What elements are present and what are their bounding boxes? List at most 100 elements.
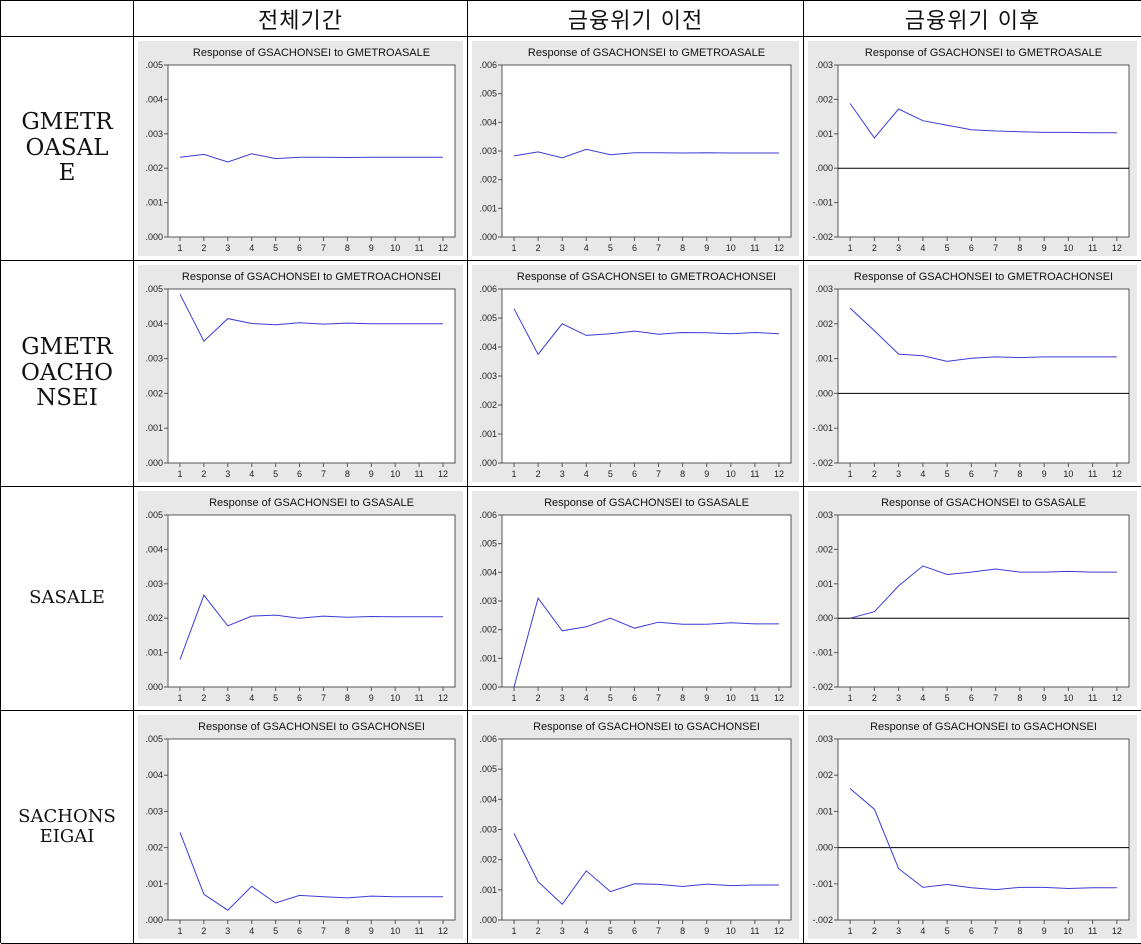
- y-tick-label: .000: [479, 915, 497, 925]
- plot-area: [167, 738, 456, 921]
- x-tick-label: 11: [750, 243, 759, 253]
- y-tick-label: .001: [815, 354, 833, 364]
- column-header-label: 금융위기 이전: [567, 8, 704, 34]
- x-tick-label: 11: [414, 469, 423, 479]
- x-tick-label: 4: [584, 469, 589, 479]
- response-line: [849, 307, 1117, 362]
- x-tick-label: 1: [848, 469, 853, 479]
- header-corner: [1, 1, 134, 37]
- x-tick-label: 1: [848, 693, 853, 703]
- x-tick-label: 10: [1063, 243, 1073, 253]
- x-tick-label: 3: [225, 243, 230, 253]
- x-tick-label: 9: [704, 693, 709, 703]
- response-line: [179, 153, 443, 163]
- x-tick-label: 6: [969, 693, 974, 703]
- y-tick-label: .005: [145, 734, 163, 744]
- row-label-text: SACHONS EIGAI: [18, 805, 116, 847]
- x-tick-label: 2: [872, 243, 877, 253]
- x-tick-label: 8: [345, 693, 350, 703]
- x-tick-label: 3: [560, 243, 565, 253]
- y-tick-label: .003: [815, 734, 833, 744]
- chart-title: Response of GSACHONSEI to GSASALE: [881, 497, 1086, 509]
- y-tick-label: .005: [479, 313, 497, 323]
- chart-title: Response of GSACHONSEI to GSACHONSEI: [870, 721, 1097, 733]
- irf-chart: Response of GSACHONSEI to GMETROACHONSEI…: [472, 265, 799, 482]
- x-tick-label: 3: [560, 469, 565, 479]
- x-tick-label: 4: [920, 693, 925, 703]
- x-tick-label: 9: [369, 469, 374, 479]
- x-tick-label: 1: [512, 693, 517, 703]
- x-tick-label: 6: [297, 243, 302, 253]
- x-tick-label: 6: [969, 243, 974, 253]
- x-tick-label: 6: [297, 469, 302, 479]
- y-tick-label: .004: [479, 342, 497, 352]
- chart-cell: Response of GSACHONSEI to GSASALE .000 .00…: [468, 487, 804, 711]
- y-tick-label: .000: [145, 682, 163, 692]
- x-tick-label: 4: [584, 693, 589, 703]
- column-header-pre-crisis: 금융위기 이전: [468, 1, 804, 37]
- x-tick-label: 7: [656, 693, 661, 703]
- row-label-text: SASALE: [29, 587, 105, 609]
- y-tick-label: .000: [479, 458, 497, 468]
- y-tick-label: -.002: [812, 682, 833, 692]
- x-tick-label: 4: [249, 693, 254, 703]
- x-tick-label: 10: [726, 926, 736, 936]
- x-tick-label: 10: [726, 693, 736, 703]
- x-tick-label: 2: [201, 693, 206, 703]
- plot-area: [167, 514, 456, 688]
- x-tick-label: 4: [920, 243, 925, 253]
- x-tick-label: 5: [945, 693, 950, 703]
- x-tick-label: 6: [969, 926, 974, 936]
- x-tick-label: 5: [608, 693, 613, 703]
- plot-area: [837, 288, 1130, 464]
- y-tick-label: .002: [479, 625, 497, 635]
- response-line: [179, 594, 443, 660]
- x-tick-label: 1: [512, 243, 517, 253]
- y-tick-label: .002: [815, 94, 833, 104]
- x-tick-label: 3: [560, 693, 565, 703]
- chart-title: Response of GSACHONSEI to GSASALE: [544, 497, 749, 509]
- y-tick-label: .004: [145, 319, 163, 329]
- chart-cell: Response of GSACHONSEI to GMETROASALE -.0…: [804, 37, 1141, 261]
- x-tick-label: 5: [945, 243, 950, 253]
- x-tick-label: 11: [414, 693, 423, 703]
- x-tick-label: 10: [726, 469, 736, 479]
- x-tick-label: 11: [1088, 693, 1097, 703]
- x-tick-label: 4: [584, 926, 589, 936]
- response-line: [513, 148, 779, 159]
- chart-title: Response of GSACHONSEI to GMETROACHONSEI: [854, 271, 1113, 283]
- x-tick-label: 9: [369, 926, 374, 936]
- y-tick-label: -.001: [812, 198, 833, 208]
- x-tick-label: 2: [536, 693, 541, 703]
- x-tick-label: 7: [993, 926, 998, 936]
- x-tick-label: 5: [945, 469, 950, 479]
- x-tick-label: 2: [536, 243, 541, 253]
- x-tick-label: 12: [1112, 243, 1122, 253]
- y-tick-label: .006: [479, 60, 497, 70]
- column-header-label: 금융위기 이후: [904, 8, 1041, 34]
- y-tick-label: .002: [815, 319, 833, 329]
- x-tick-label: 10: [1063, 926, 1073, 936]
- x-tick-label: 10: [726, 243, 736, 253]
- y-tick-label: .003: [479, 371, 497, 381]
- x-tick-label: 1: [512, 926, 517, 936]
- y-tick-label: .000: [815, 388, 833, 398]
- plot-area: [167, 64, 456, 238]
- y-tick-label: .001: [145, 648, 163, 658]
- x-tick-label: 9: [704, 243, 709, 253]
- y-tick-label: -.002: [812, 915, 833, 925]
- y-tick-label: .001: [479, 203, 497, 213]
- y-tick-label: .001: [815, 129, 833, 139]
- x-tick-label: 12: [774, 243, 784, 253]
- response-line: [849, 788, 1117, 891]
- y-tick-label: .001: [479, 653, 497, 663]
- x-tick-label: 5: [608, 243, 613, 253]
- plot-area: [837, 64, 1130, 238]
- y-tick-label: .004: [145, 94, 163, 104]
- y-tick-label: .005: [145, 284, 163, 294]
- x-tick-label: 8: [345, 469, 350, 479]
- chart-cell: Response of GSACHONSEI to GMETROACHONSEI…: [804, 261, 1141, 487]
- irf-chart: Response of GSACHONSEI to GSASALE -.002 -.…: [808, 491, 1137, 706]
- plot-area: [501, 738, 792, 921]
- plot-area: [501, 288, 792, 464]
